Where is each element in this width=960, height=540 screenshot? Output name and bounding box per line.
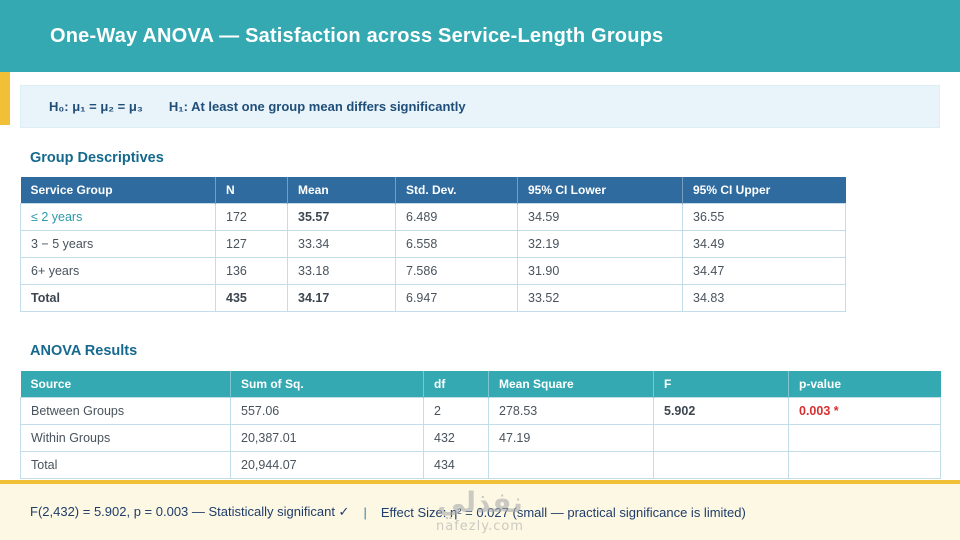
- cell-p-value: 0.003 *: [788, 397, 941, 425]
- footer-divider: |: [363, 504, 367, 520]
- cell: 136: [215, 257, 288, 285]
- cell: 432: [423, 424, 489, 452]
- cell: [653, 424, 789, 452]
- cell-group-label: 3 − 5 years: [20, 230, 216, 258]
- cell-group-label: Total: [20, 284, 216, 312]
- cell: 34.59: [517, 203, 683, 231]
- cell: 47.19: [488, 424, 654, 452]
- cell-group-label: ≤ 2 years: [20, 203, 216, 231]
- cell: 6.558: [395, 230, 518, 258]
- significance-statement: F(2,432) = 5.902, p = 0.003 — Statistica…: [30, 504, 350, 519]
- cell: 6.489: [395, 203, 518, 231]
- cell: 34.49: [682, 230, 846, 258]
- col-header-df: df: [423, 371, 489, 398]
- cell: [653, 451, 789, 479]
- cell: 33.18: [287, 257, 396, 285]
- cell: 33.52: [517, 284, 683, 312]
- effect-size-statement: Effect Size: η² = 0.027 (small — practic…: [380, 504, 746, 520]
- cell: 35.57: [287, 203, 396, 231]
- col-header-stddev: Std. Dev.: [395, 177, 518, 204]
- cell-source-label: Within Groups: [20, 424, 231, 452]
- null-hypothesis: H₀: μ₁ = μ₂ = μ₃: [49, 99, 143, 114]
- cell: [788, 424, 941, 452]
- header-banner: One-Way ANOVA — Satisfaction across Serv…: [0, 0, 960, 72]
- left-accent-bar: [0, 72, 10, 125]
- table-row: 3 − 5 years 127 33.34 6.558 32.19 34.49: [20, 230, 846, 258]
- cell: 127: [215, 230, 288, 258]
- hypothesis-box: H₀: μ₁ = μ₂ = μ₃ H₁: At least one group …: [20, 85, 940, 128]
- cell: 33.34: [287, 230, 396, 258]
- cell-source-label: Total: [20, 451, 231, 479]
- cell: 31.90: [517, 257, 683, 285]
- descriptives-header-row: Service Group N Mean Std. Dev. 95% CI Lo…: [20, 177, 846, 204]
- table-row: Between Groups 557.06 2 278.53 5.902 0.0…: [20, 397, 941, 425]
- cell: 278.53: [488, 397, 654, 425]
- col-header-f: F: [653, 371, 789, 398]
- table-row: ≤ 2 years 172 35.57 6.489 34.59 36.55: [20, 203, 846, 231]
- table-row: 6+ years 136 33.18 7.586 31.90 34.47: [20, 257, 846, 285]
- table-row: Within Groups 20,387.01 432 47.19: [20, 424, 941, 452]
- cell: 557.06: [230, 397, 424, 425]
- cell: 20,387.01: [230, 424, 424, 452]
- col-header-p-value: p-value: [788, 371, 941, 398]
- cell: [788, 451, 941, 479]
- cell-f-statistic: 5.902: [653, 397, 789, 425]
- col-header-source: Source: [20, 371, 231, 398]
- page-title: One-Way ANOVA — Satisfaction across Serv…: [50, 24, 664, 47]
- col-header-mean: Mean: [287, 177, 396, 204]
- col-header-service-group: Service Group: [20, 177, 216, 204]
- cell: 7.586: [395, 257, 518, 285]
- table-row-total: Total 435 34.17 6.947 33.52 34.83: [20, 284, 846, 312]
- cell-group-label: 6+ years: [20, 257, 216, 285]
- cell-source-label: Between Groups: [20, 397, 231, 425]
- cell: 32.19: [517, 230, 683, 258]
- col-header-sum-sq: Sum of Sq.: [230, 371, 424, 398]
- alternative-hypothesis: H₁: At least one group mean differs sign…: [168, 99, 466, 114]
- cell: 6.947: [395, 284, 518, 312]
- cell: 172: [215, 203, 288, 231]
- cell: 20,944.07: [230, 451, 424, 479]
- summary-footer: F(2,432) = 5.902, p = 0.003 — Statistica…: [0, 480, 960, 540]
- cell: 34.83: [682, 284, 846, 312]
- col-header-n: N: [215, 177, 288, 204]
- cell: 434: [423, 451, 489, 479]
- cell: 34.17: [287, 284, 396, 312]
- anova-header-row: Source Sum of Sq. df Mean Square F p-val…: [20, 371, 941, 398]
- cell: [488, 451, 654, 479]
- anova-section-title: ANOVA Results: [30, 343, 138, 359]
- cell: 435: [215, 284, 288, 312]
- anova-table: Source Sum of Sq. df Mean Square F p-val…: [20, 371, 941, 479]
- cell: 2: [423, 397, 489, 425]
- col-header-mean-square: Mean Square: [488, 371, 654, 398]
- cell: 36.55: [682, 203, 846, 231]
- col-header-ci-lower: 95% CI Lower: [517, 177, 683, 204]
- col-header-ci-upper: 95% CI Upper: [682, 177, 846, 204]
- descriptives-table: Service Group N Mean Std. Dev. 95% CI Lo…: [20, 177, 846, 312]
- cell: 34.47: [682, 257, 846, 285]
- table-row-total: Total 20,944.07 434: [20, 451, 941, 479]
- descriptives-section-title: Group Descriptives: [30, 150, 164, 166]
